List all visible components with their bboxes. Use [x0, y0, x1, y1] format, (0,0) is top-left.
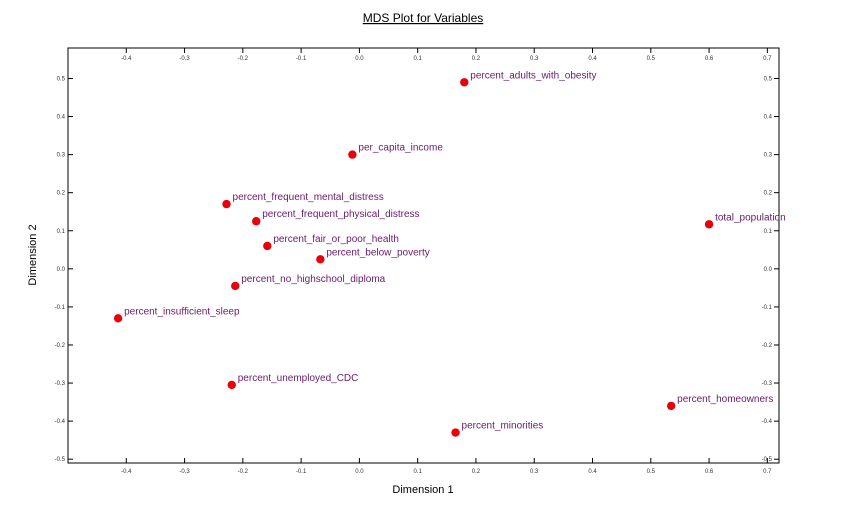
data-points: percent_adults_with_obesity per_capita_in… — [113, 70, 786, 437]
point-label: percent_homeowners — [677, 394, 773, 405]
point-label: per_capita_income — [358, 143, 443, 154]
point-label: percent_frequent_physical_distress — [262, 209, 419, 220]
x-tick-label-bottom: -0.4 — [121, 469, 132, 475]
y-tick-label-right: -0.4 — [762, 419, 773, 425]
x-tick-label-top: 0.4 — [588, 56, 597, 62]
point-label: percent_adults_with_obesity — [470, 70, 596, 81]
y-tick-label-left: 0.1 — [57, 229, 66, 235]
x-tick-label-top: 0.2 — [472, 56, 481, 62]
x-tick-label-top: 0.1 — [414, 56, 423, 62]
y-tick-label-right: 0.4 — [764, 115, 773, 121]
x-tick-label-top: 0.5 — [647, 56, 656, 62]
point-label: percent_no_highschool_diploma — [241, 274, 385, 285]
x-tick-label-top: -0.2 — [238, 56, 249, 62]
x-tick-label-bottom: 0.0 — [355, 469, 364, 475]
y-tick-label-left: 0.4 — [57, 115, 66, 121]
y-axis-label: Dimension 2 — [27, 224, 39, 285]
x-tick-label-top: -0.4 — [121, 56, 132, 62]
point-label: percent_unemployed_CDC — [238, 373, 359, 384]
y-tick-label-left: -0.4 — [55, 419, 66, 425]
y-tick-label-left: 0.3 — [57, 153, 66, 159]
point-label: percent_insufficient_sleep — [124, 306, 240, 317]
chart-title: MDS Plot for Variables — [363, 11, 484, 25]
x-tick-label-bottom: 0.3 — [530, 469, 539, 475]
point-label: percent_below_poverty — [326, 247, 429, 258]
point-label: percent_fair_or_poor_health — [273, 234, 399, 245]
y-tick-label-left: -0.3 — [55, 381, 66, 387]
y-tick-label-right: -0.3 — [762, 381, 773, 387]
x-axis-label: Dimension 1 — [392, 484, 453, 496]
plot-frame — [67, 47, 780, 464]
y-tick-label-left: 0.2 — [57, 191, 66, 197]
data-point — [263, 241, 272, 251]
data-point — [252, 217, 261, 226]
data-point — [227, 380, 236, 390]
y-tick-label-right: 0.3 — [764, 153, 773, 159]
data-point — [316, 255, 325, 264]
y-tick-label-right: -0.5 — [762, 457, 773, 463]
x-tick-label-bottom: 0.4 — [588, 469, 597, 475]
y-tick-label-right: 0.5 — [764, 76, 773, 82]
x-tick-label-bottom: 0.2 — [472, 469, 481, 475]
y-tick-label-right: -0.2 — [762, 343, 773, 349]
x-tick-label-bottom: 0.6 — [705, 469, 714, 475]
y-tick-label-left: -0.1 — [55, 305, 66, 311]
point-label: total_population — [715, 212, 786, 223]
data-point — [231, 281, 240, 291]
y-tick-label-left: 0.0 — [57, 267, 66, 273]
y-tick-label-right: 0.0 — [764, 267, 773, 273]
point-label: percent_frequent_mental_distress — [233, 192, 384, 203]
data-point — [222, 199, 231, 209]
x-tick-label-top: 0.6 — [705, 56, 714, 62]
point-label: percent_minorities — [462, 421, 544, 432]
data-point — [348, 150, 357, 159]
x-tick-label-bottom: 0.1 — [414, 469, 423, 475]
y-tick-label-left: 0.5 — [57, 76, 66, 82]
data-point — [704, 220, 714, 229]
y-tick-label-right: 0.2 — [764, 191, 773, 197]
x-tick-label-bottom: -0.3 — [179, 469, 190, 475]
x-tick-label-top: 0.3 — [530, 56, 539, 62]
data-point — [666, 401, 676, 411]
x-tick-label-bottom: -0.2 — [238, 469, 249, 475]
x-tick-label-bottom: 0.5 — [647, 469, 656, 475]
x-tick-label-bottom: 0.7 — [763, 469, 772, 475]
data-point — [113, 314, 123, 323]
x-tick-label-top: -0.3 — [179, 56, 190, 62]
x-tick-label-top: 0.0 — [355, 56, 364, 62]
x-tick-label-top: 0.7 — [763, 56, 772, 62]
x-tick-label-bottom: -0.1 — [296, 469, 307, 475]
y-tick-label-left: -0.2 — [55, 343, 66, 349]
data-point — [460, 78, 469, 87]
data-point — [451, 428, 460, 437]
y-tick-label-right: -0.1 — [762, 305, 773, 311]
y-tick-label-right: 0.1 — [764, 229, 773, 235]
axis-ticks: -0.4 -0.4 -0.3 -0.3 -0.2 -0.2 -0.1 -0.1 0.0 0.0 0.… — [55, 48, 779, 475]
y-tick-label-left: -0.5 — [55, 457, 66, 463]
x-tick-label-top: -0.1 — [296, 56, 307, 62]
